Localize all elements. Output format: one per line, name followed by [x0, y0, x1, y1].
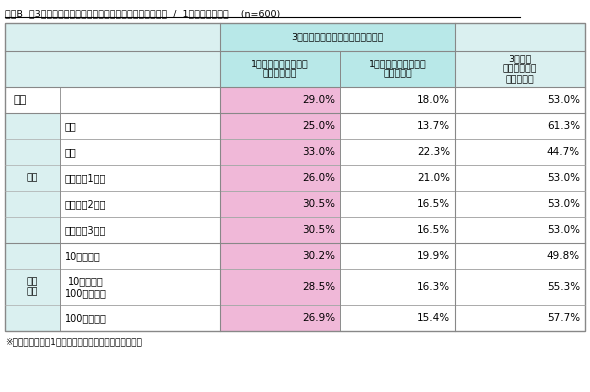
Text: 30.2%: 30.2%	[302, 251, 335, 261]
Text: 新卒入社3年目: 新卒入社3年目	[65, 225, 106, 235]
Text: 57.7%: 57.7%	[547, 313, 580, 323]
Bar	[340, 165, 455, 191]
Text: 25.0%: 25.0%	[302, 121, 335, 131]
Bar	[455, 191, 585, 217]
Text: 26.9%: 26.9%	[302, 313, 335, 323]
Bar	[340, 305, 455, 331]
Text: 1年後は勤務し続けて
いると思う: 1年後は勤務し続けて いると思う	[369, 59, 427, 79]
Text: 1年後は勤務し続けて
いないと思う: 1年後は勤務し続けて いないと思う	[251, 59, 309, 79]
Bar	[220, 87, 340, 113]
Text: ※背景色付きは、1年以内の勤続意欲で割合が高い意見: ※背景色付きは、1年以内の勤続意欲で割合が高い意見	[5, 337, 142, 346]
Bar	[220, 305, 340, 331]
Text: 30.5%: 30.5%	[302, 225, 335, 235]
Text: 13.7%: 13.7%	[417, 121, 450, 131]
Text: 全体: 全体	[13, 95, 26, 105]
Text: 15.4%: 15.4%	[417, 313, 450, 323]
Bar	[60, 305, 220, 331]
Bar	[5, 51, 220, 87]
Bar	[455, 269, 585, 305]
Bar	[340, 113, 455, 139]
Text: 3年後は勤務し続けていないと思う: 3年後は勤務し続けていないと思う	[291, 33, 384, 42]
Bar	[220, 165, 340, 191]
Text: 新卒入社1年目: 新卒入社1年目	[65, 173, 106, 183]
Bar	[455, 87, 585, 113]
Bar	[60, 269, 220, 305]
Text: 49.8%: 49.8%	[547, 251, 580, 261]
Bar	[220, 23, 455, 51]
Bar	[60, 243, 220, 269]
Text: 21.0%: 21.0%	[417, 173, 450, 183]
Bar	[340, 217, 455, 243]
Text: 44.7%: 44.7%	[547, 147, 580, 157]
Text: 100億円以上: 100億円以上	[65, 313, 107, 323]
Text: 26.0%: 26.0%	[302, 173, 335, 183]
Bar	[455, 305, 585, 331]
Bar	[340, 139, 455, 165]
Bar	[455, 113, 585, 139]
Bar	[220, 217, 340, 243]
Text: 16.5%: 16.5%	[417, 225, 450, 235]
Bar	[455, 51, 585, 87]
Text: 10億円以上
100億円未満: 10億円以上 100億円未満	[65, 276, 107, 298]
Bar	[220, 51, 340, 87]
Bar	[455, 23, 585, 51]
Bar	[340, 243, 455, 269]
Text: 22.3%: 22.3%	[417, 147, 450, 157]
Text: 男性: 男性	[65, 121, 77, 131]
Text: 53.0%: 53.0%	[547, 173, 580, 183]
Bar	[455, 217, 585, 243]
Bar	[340, 191, 455, 217]
Text: 28.5%: 28.5%	[302, 282, 335, 292]
Bar	[60, 139, 220, 165]
Text: 61.3%: 61.3%	[547, 121, 580, 131]
Text: 55.3%: 55.3%	[547, 282, 580, 292]
Bar	[340, 269, 455, 305]
Bar	[220, 139, 340, 165]
Bar	[5, 87, 220, 113]
Bar	[5, 113, 60, 243]
Bar	[60, 113, 220, 139]
Text: 30.5%: 30.5%	[302, 199, 335, 209]
Text: 売上
規模: 売上 規模	[27, 277, 38, 297]
Bar	[220, 191, 340, 217]
Text: 18.0%: 18.0%	[417, 95, 450, 105]
Bar	[340, 51, 455, 87]
Bar	[60, 165, 220, 191]
Bar	[5, 23, 220, 51]
Text: 女性: 女性	[65, 147, 77, 157]
Text: 3年後も
勤務し続けて
いると思う: 3年後も 勤務し続けて いると思う	[503, 54, 537, 84]
Text: 10億円未満: 10億円未満	[65, 251, 101, 261]
Text: 新卒入社2年目: 新卒入社2年目	[65, 199, 107, 209]
Bar	[220, 113, 340, 139]
Bar	[5, 243, 60, 331]
Bar	[455, 165, 585, 191]
Text: 29.0%: 29.0%	[302, 95, 335, 105]
Bar	[455, 243, 585, 269]
Bar	[5, 23, 585, 331]
Text: 53.0%: 53.0%	[547, 225, 580, 235]
Text: 属性: 属性	[27, 174, 38, 183]
Text: 19.9%: 19.9%	[417, 251, 450, 261]
Text: 53.0%: 53.0%	[547, 95, 580, 105]
Text: 16.5%: 16.5%	[417, 199, 450, 209]
Bar	[455, 139, 585, 165]
Text: 53.0%: 53.0%	[547, 199, 580, 209]
Bar	[220, 269, 340, 305]
Text: 16.3%: 16.3%	[417, 282, 450, 292]
Bar	[220, 243, 340, 269]
Text: 図表B  第3回「若手社員の仕事・会社に対する満足度」調査  /  1年後の勤続意欲    (n=600): 図表B 第3回「若手社員の仕事・会社に対する満足度」調査 / 1年後の勤続意欲 …	[5, 9, 280, 18]
Bar	[60, 191, 220, 217]
Text: 33.0%: 33.0%	[302, 147, 335, 157]
Bar	[60, 217, 220, 243]
Bar	[340, 87, 455, 113]
